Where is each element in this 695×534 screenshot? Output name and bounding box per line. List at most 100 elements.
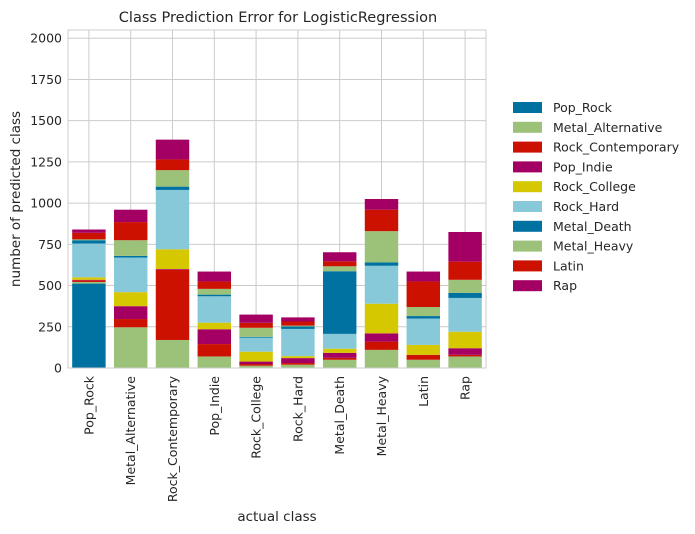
legend-label: Metal_Alternative xyxy=(553,120,663,135)
x-tick-labels: Pop_Rock Metal_Alternative Rock_Contempora… xyxy=(81,375,472,502)
y-tick-labels: 0 250 500 750 1000 1250 1500 1750 2000 xyxy=(30,31,62,376)
legend-swatch xyxy=(513,201,542,212)
bar-segment xyxy=(364,209,399,232)
bar-segment xyxy=(322,352,357,358)
x-tick-label: Pop_Rock xyxy=(81,375,96,435)
bar-segment xyxy=(239,336,273,338)
legend-label: Latin xyxy=(553,258,584,273)
bar-segment xyxy=(72,280,106,282)
legend-swatch xyxy=(513,280,542,292)
bar-segment xyxy=(113,292,148,307)
bar-segment xyxy=(72,281,106,284)
bar-segment xyxy=(155,189,190,250)
bar-segment xyxy=(448,261,482,280)
legend-swatch xyxy=(513,161,542,173)
bar-segment xyxy=(406,281,441,307)
bar-segment xyxy=(155,159,190,171)
x-tick-label: Metal_Alternative xyxy=(123,376,138,486)
legend-swatch xyxy=(513,240,542,252)
bar-segment xyxy=(239,364,273,366)
chart-title: Class Prediction Error for LogisticRegre… xyxy=(119,10,437,26)
bar-segment xyxy=(239,361,273,365)
y-tick-label: 750 xyxy=(38,237,62,252)
bar-segment xyxy=(113,240,148,256)
bar-segment xyxy=(281,328,315,357)
bar-segment xyxy=(406,344,441,355)
bar-segment xyxy=(448,348,482,355)
bar-segment xyxy=(113,319,148,328)
bar-segment xyxy=(448,331,482,349)
bar-segment xyxy=(281,321,315,326)
legend-label: Rock_College xyxy=(553,179,636,194)
bar-segment xyxy=(72,283,106,368)
y-tick-label: 1500 xyxy=(30,113,62,128)
legend-swatch xyxy=(513,141,542,153)
x-tick-label: Rap xyxy=(458,376,473,400)
bar-segment xyxy=(448,231,482,262)
bar-segment xyxy=(239,327,273,337)
bar-segment xyxy=(72,232,106,240)
bar-segment xyxy=(155,186,190,190)
legend-swatch xyxy=(513,260,542,272)
bar-segment xyxy=(72,239,106,241)
bar-segment xyxy=(239,337,273,352)
bar-segment xyxy=(322,357,357,360)
bar-segment xyxy=(197,288,232,295)
bar-segment xyxy=(239,314,273,323)
x-tick-label: Rock_College xyxy=(249,376,264,459)
y-tick-label: 2000 xyxy=(30,31,62,46)
bar-segment xyxy=(239,322,273,328)
bar-segment xyxy=(113,255,148,258)
bar-segment xyxy=(448,279,482,293)
legend-label: Pop_Indie xyxy=(553,159,613,174)
bar-segment xyxy=(155,170,190,187)
bar-segment xyxy=(281,363,315,365)
bar-segment xyxy=(239,351,273,362)
bar-segment xyxy=(364,262,399,266)
bar-segment xyxy=(281,356,315,359)
x-tick-label: Metal_Death xyxy=(332,376,347,455)
bar-segment xyxy=(155,269,190,340)
legend-label: Rock_Hard xyxy=(553,199,619,214)
bar-segment xyxy=(406,318,441,345)
bar-segment xyxy=(406,354,441,360)
legend-swatch xyxy=(513,102,542,113)
bar-segment xyxy=(448,297,482,332)
bar-segment xyxy=(322,271,357,334)
bar-segment xyxy=(197,281,232,289)
x-tick-label: Latin xyxy=(416,376,431,407)
bar-segment xyxy=(322,333,357,349)
bar-segment xyxy=(281,358,315,364)
bar-segment xyxy=(281,364,315,368)
bar-segment xyxy=(113,209,148,223)
bar-segment xyxy=(72,229,106,233)
legend-swatch xyxy=(513,181,542,193)
bar-segment xyxy=(113,306,148,320)
bar-segment xyxy=(281,317,315,322)
y-tick-label: 0 xyxy=(54,361,62,376)
bar-segment xyxy=(113,222,148,241)
legend-label: Metal_Heavy xyxy=(553,239,634,254)
bar-segment xyxy=(155,339,190,368)
bar-segment xyxy=(364,265,399,304)
bar-segment xyxy=(113,327,148,368)
legend: Pop_Rock Metal_Alternative Rock_Contempora… xyxy=(513,100,680,293)
bar-segment xyxy=(281,326,315,329)
bar-segment xyxy=(322,252,357,262)
bar-segment xyxy=(197,329,232,345)
bar-segment xyxy=(155,139,190,160)
bar-segment xyxy=(364,333,399,342)
bar-segment xyxy=(322,348,357,353)
bar-segment xyxy=(113,257,148,293)
x-tick-label: Rock_Hard xyxy=(290,376,305,442)
bar-segment xyxy=(406,306,441,317)
bar-segment xyxy=(197,271,232,282)
bar-segment xyxy=(72,240,106,244)
bar-segment xyxy=(406,359,441,368)
legend-label: Pop_Rock xyxy=(553,100,613,115)
bar-segment xyxy=(72,277,106,280)
bar-segment xyxy=(448,356,482,368)
x-tick-label: Rock_Contemporary xyxy=(165,375,180,502)
bars-layer xyxy=(72,139,482,368)
bar-segment xyxy=(322,266,357,272)
